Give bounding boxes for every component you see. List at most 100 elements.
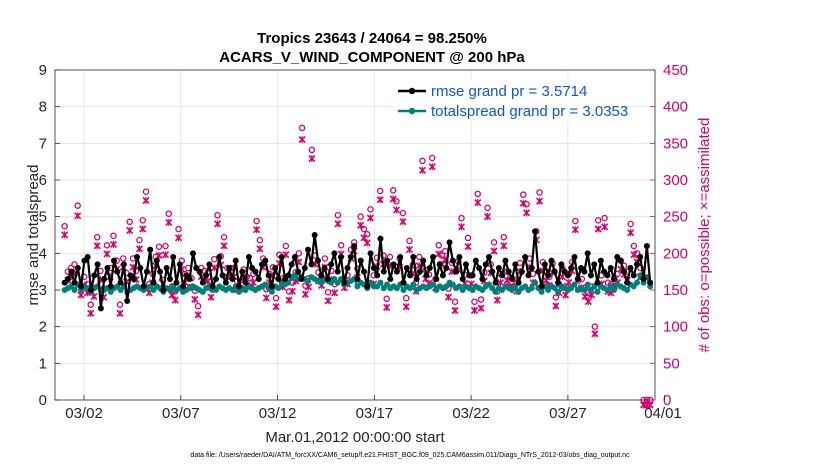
totalspread-point (410, 281, 417, 288)
rmse-point (610, 276, 617, 282)
right-tick-label: 300 (663, 172, 688, 189)
rmse-point (265, 272, 272, 279)
rmse-point (548, 257, 555, 264)
obs-assimilated-point (213, 220, 222, 228)
right-tick-label: 450 (663, 62, 688, 79)
rmse-point (551, 268, 558, 275)
rmse-point (288, 261, 295, 268)
obs-assimilated-point (324, 297, 332, 305)
rmse-point (94, 261, 101, 268)
obs-assimilated-point (399, 218, 407, 226)
rmse-point (571, 254, 578, 260)
right-axis-ticks: 0 50 100 150 200 250 300 350 400 450 (650, 62, 688, 409)
rmse-point (538, 283, 545, 290)
obs-assimilated-point (470, 306, 479, 314)
totalspread-point (624, 287, 631, 293)
obs-possible-point (393, 198, 400, 205)
obs-assimilated-point (444, 293, 453, 301)
rmse-point (357, 257, 364, 264)
rmse-point (374, 272, 381, 279)
obs-possible-point (214, 211, 221, 219)
obs-possible-point (298, 124, 306, 132)
obs-possible-point (321, 255, 329, 262)
rmse-point (581, 268, 588, 275)
x-tick-label: 04/01 (644, 405, 682, 422)
rmse-point (416, 268, 423, 275)
obs-assimilated-point (256, 245, 264, 253)
rmse-point (275, 276, 282, 282)
rmse-point (101, 276, 108, 282)
obs-possible-point (451, 298, 459, 305)
rmse-point (147, 246, 154, 253)
rmse-point (153, 257, 160, 264)
rmse-point (528, 265, 535, 271)
obs-possible-point (324, 288, 332, 296)
rmse-point (607, 265, 614, 271)
rmse-point (413, 276, 420, 282)
rmse-point (489, 268, 496, 275)
obs-possible-point (477, 296, 485, 303)
rmse-point (305, 246, 312, 253)
rmse-point (137, 265, 144, 271)
y-axis-label-right: # of obs: o=possible; ×=assimilated (696, 118, 713, 353)
totalspread-point (528, 285, 535, 292)
obs-possible-point (87, 301, 94, 308)
obs-possible-point (383, 295, 390, 303)
rmse-point (630, 272, 637, 279)
rmse-point (476, 265, 483, 271)
obs-possible-point (435, 242, 442, 249)
rmse-point (180, 283, 187, 290)
rmse-point (512, 261, 519, 268)
rmse-point (469, 272, 476, 279)
rmse-series (61, 228, 654, 312)
rmse-point (604, 272, 611, 279)
legend-marker-rmse (408, 87, 416, 95)
obs-assimilated-point (405, 245, 414, 254)
totalspread-point (268, 288, 275, 295)
legend-box (394, 79, 622, 121)
rmse-point (245, 254, 252, 260)
rmse-point (397, 254, 404, 260)
obs-assimilated-point (61, 231, 69, 239)
obs-assimilated-point (477, 304, 485, 312)
obs-assimilated-point (402, 303, 410, 311)
obs-assimilated-point (451, 306, 459, 314)
obs-assimilated-point (301, 290, 309, 298)
totalspread-point (634, 279, 641, 286)
rmse-point (624, 279, 631, 286)
obs-assimilated-point (93, 242, 101, 250)
rmse-point (459, 276, 466, 282)
x-tick-label: 03/02 (65, 405, 103, 422)
obs-possible-point (282, 242, 290, 250)
rmse-point (591, 261, 598, 268)
obs-assimilated-point (483, 212, 492, 221)
rmse-point (341, 279, 348, 286)
rmse-point (219, 272, 226, 279)
totalspread-point (571, 281, 578, 288)
rmse-point (222, 279, 229, 286)
rmse-point (499, 272, 506, 279)
obs-possible-point (74, 202, 81, 209)
obs-possible-point (536, 189, 543, 196)
rmse-point (331, 250, 338, 257)
obs-assimilated-point (155, 251, 163, 259)
right-tick-label: 100 (663, 319, 688, 336)
left-tick-label: 2 (39, 319, 47, 336)
rmse-point (321, 265, 328, 271)
rmse-point (111, 257, 118, 264)
rmse-point (640, 276, 647, 282)
rmse-point (87, 287, 94, 293)
rmse-point (216, 254, 223, 260)
rmse-point (545, 272, 552, 279)
obs-possible-point (627, 220, 634, 228)
rmse-point (68, 268, 75, 275)
obs-assimilated-point (474, 199, 482, 207)
rmse-point (74, 265, 81, 271)
rmse-point (120, 261, 127, 268)
obs-assimilated-point (542, 276, 550, 284)
obs-possible-point (175, 225, 182, 233)
obs-possible-point (155, 243, 163, 250)
x-tick-label: 03/12 (259, 405, 297, 422)
rmse-point (157, 268, 164, 275)
obs-assimilated-point (584, 298, 592, 306)
